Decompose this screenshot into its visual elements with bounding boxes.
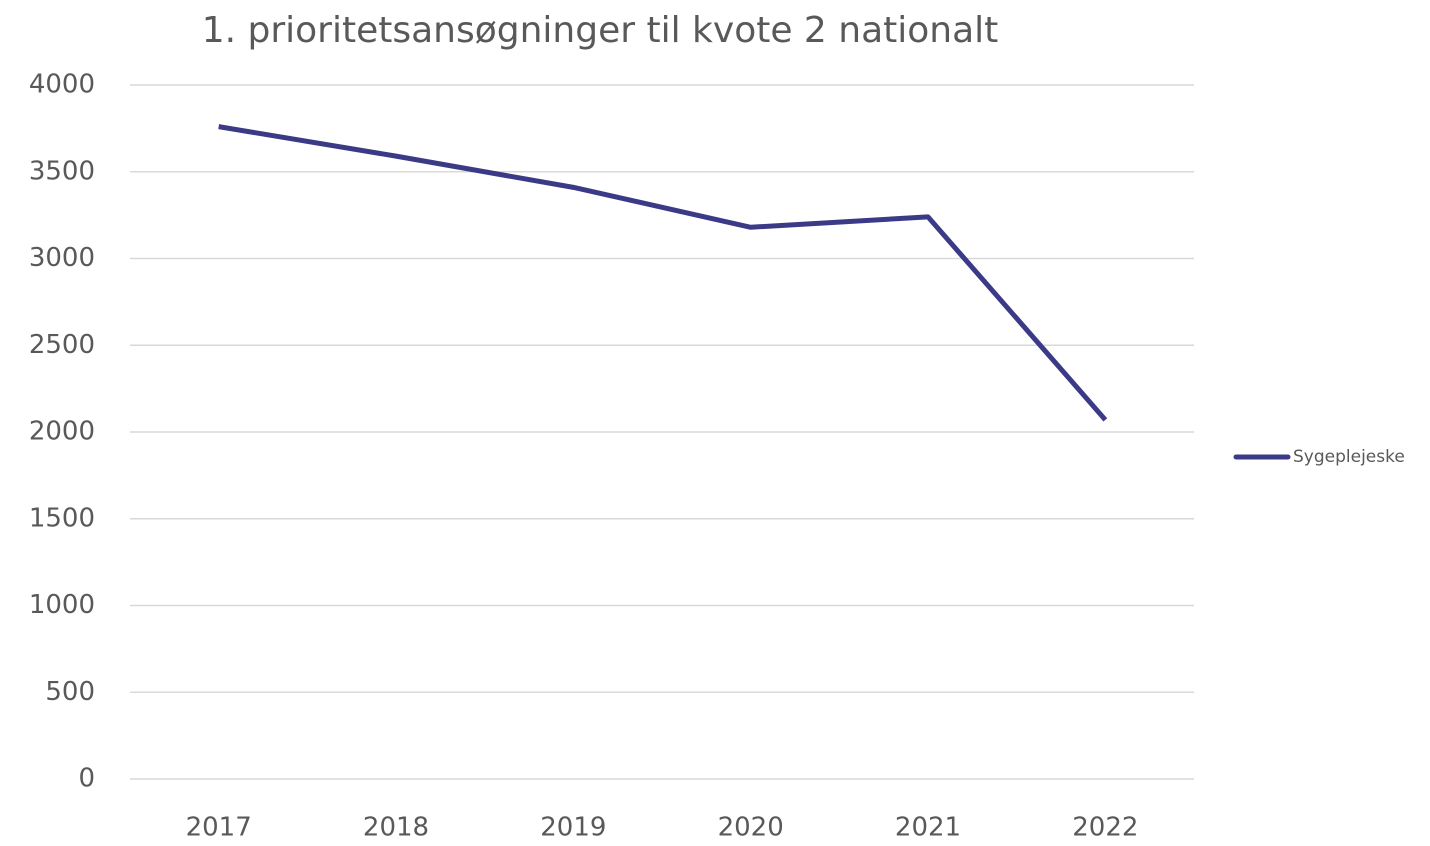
x-tick-label: 2022 xyxy=(1072,813,1138,843)
legend-label: Sygeplejeske xyxy=(1293,447,1405,467)
x-tick-label: 2019 xyxy=(540,813,606,843)
y-tick-label: 3000 xyxy=(29,243,95,273)
x-tick-label: 2017 xyxy=(186,813,252,843)
x-tick-label: 2020 xyxy=(718,813,784,843)
x-tick-label: 2021 xyxy=(895,813,961,843)
y-tick-label: 1000 xyxy=(29,590,95,620)
x-tick-label: 2018 xyxy=(363,813,429,843)
y-tick-label: 3500 xyxy=(29,156,95,186)
y-tick-label: 1500 xyxy=(29,503,95,533)
chart-title: 1. prioritetsansøgninger til kvote 2 nat… xyxy=(202,10,999,51)
y-tick-label: 0 xyxy=(78,764,95,794)
y-tick-label: 2500 xyxy=(29,330,95,360)
y-tick-label: 500 xyxy=(45,677,95,707)
y-tick-label: 4000 xyxy=(29,70,95,100)
y-tick-label: 2000 xyxy=(29,417,95,447)
line-series xyxy=(218,124,1108,422)
